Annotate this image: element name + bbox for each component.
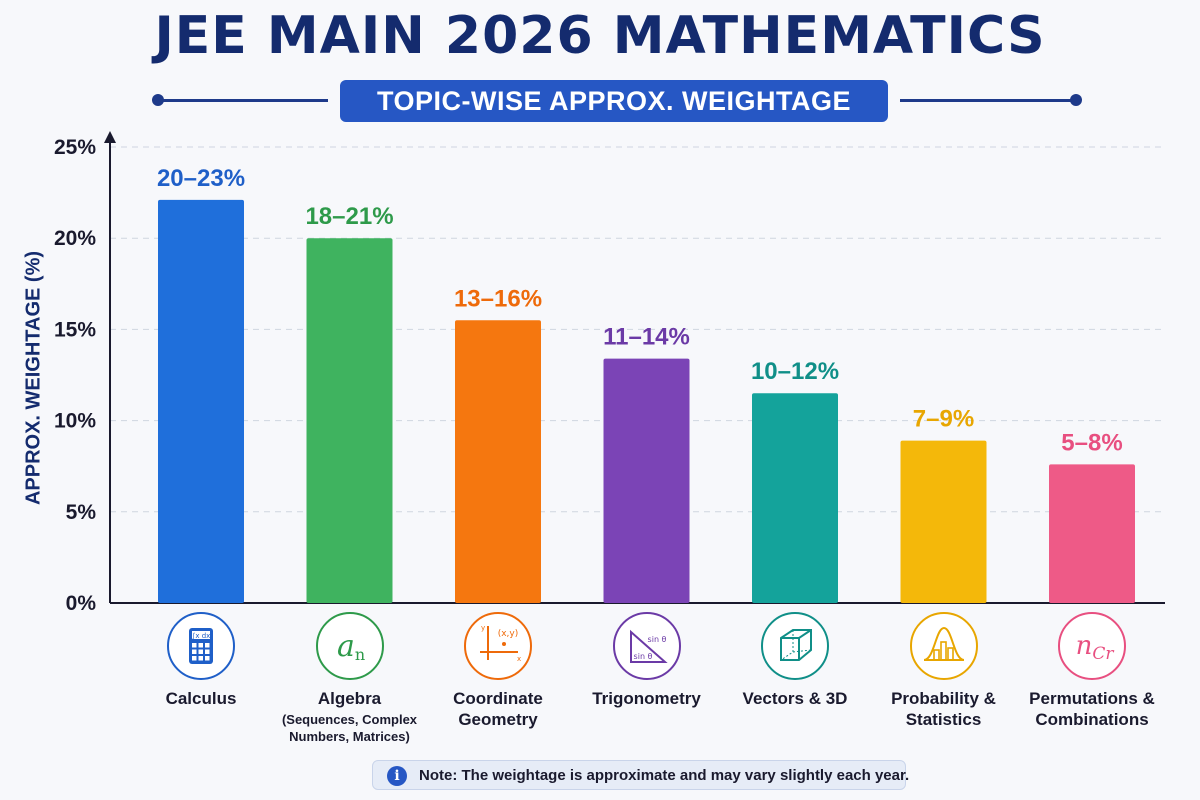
bar-value-label: 5–8%	[1061, 429, 1122, 456]
x-category-label: Probability & Statistics	[869, 688, 1019, 730]
bar	[158, 199, 244, 603]
note-text: Note: The weightage is approximate and m…	[419, 767, 910, 784]
y-tick-label: 20%	[54, 227, 96, 250]
info-icon: i	[387, 766, 407, 786]
x-category-name: Coordinate Geometry	[453, 689, 543, 729]
bar-value-label: 20–23%	[157, 165, 245, 192]
y-tick-label: 15%	[54, 318, 96, 341]
subtitle-banner: TOPIC-WISE APPROX. WEIGHTAGE	[0, 80, 1200, 126]
y-tick-label: 5%	[66, 501, 97, 524]
triangle-sine-icon: sin θ sin θ	[612, 612, 681, 680]
svg-text:∫x dx: ∫x dx	[192, 632, 211, 640]
bar	[1049, 464, 1135, 603]
x-category-label: Vectors & 3D	[720, 688, 870, 709]
svg-text:x: x	[517, 655, 521, 663]
svg-text:(x,y): (x,y)	[498, 629, 519, 639]
algebra-an-icon: a n	[315, 612, 384, 680]
bar	[900, 440, 987, 603]
bar-value-label: 7–9%	[913, 406, 974, 433]
divider-dot-left	[152, 94, 164, 106]
bar	[752, 393, 838, 603]
x-category-label: Trigonometry	[572, 688, 722, 709]
svg-text:n: n	[354, 645, 364, 664]
x-category-label: Algebra (Sequences, Complex Numbers, Matr…	[275, 688, 425, 745]
svg-text:y: y	[481, 624, 485, 632]
coordinate-axes-icon: y x (x,y)	[464, 612, 532, 680]
bar-value-label: 18–21%	[305, 203, 393, 230]
divider-left	[158, 99, 328, 102]
svg-text:n: n	[1076, 631, 1093, 661]
divider-dot-right	[1070, 94, 1082, 106]
bar	[455, 320, 541, 603]
chart-title: JEE MAIN 2026 MATHEMATICS	[154, 6, 1046, 66]
bell-curve-icon	[909, 612, 978, 680]
svg-text:sin θ: sin θ	[633, 652, 652, 661]
y-axis-arrow-icon	[104, 131, 116, 143]
cube-icon	[761, 612, 829, 680]
y-tick-label: 0%	[66, 592, 97, 615]
chart-subtitle: TOPIC-WISE APPROX. WEIGHTAGE	[340, 80, 888, 122]
x-category-label: Coordinate Geometry	[423, 688, 573, 730]
divider-right	[900, 99, 1076, 102]
x-category-name: Probability & Statistics	[891, 689, 996, 729]
x-category-name: Permutations & Combinations	[1029, 689, 1155, 729]
x-category-note: (Sequences, Complex Numbers, Matrices)	[281, 712, 418, 744]
y-tick-label: 25%	[54, 136, 96, 159]
svg-text:Cr: Cr	[1092, 644, 1114, 664]
x-category-name: Calculus	[165, 689, 237, 708]
x-category-name: Vectors & 3D	[742, 689, 848, 708]
x-category-label: Permutations & Combinations	[1017, 688, 1167, 730]
svg-text:sin θ: sin θ	[647, 635, 666, 644]
x-category-name: Trigonometry	[592, 689, 701, 708]
svg-text:a: a	[337, 629, 355, 664]
bar-value-label: 13–16%	[454, 285, 542, 312]
x-category-label: Calculus	[126, 688, 276, 709]
calculator-icon: ∫x dx	[167, 612, 235, 680]
bar	[306, 238, 393, 603]
ncr-icon: n Cr	[1058, 612, 1126, 680]
y-tick-label: 10%	[54, 410, 96, 433]
bar-value-label: 11–14%	[603, 324, 690, 351]
x-category-name: Algebra	[317, 689, 382, 708]
bar-value-label: 10–12%	[751, 358, 839, 385]
bar	[603, 358, 690, 603]
note-box: i Note: The weightage is approximate and…	[372, 760, 910, 790]
